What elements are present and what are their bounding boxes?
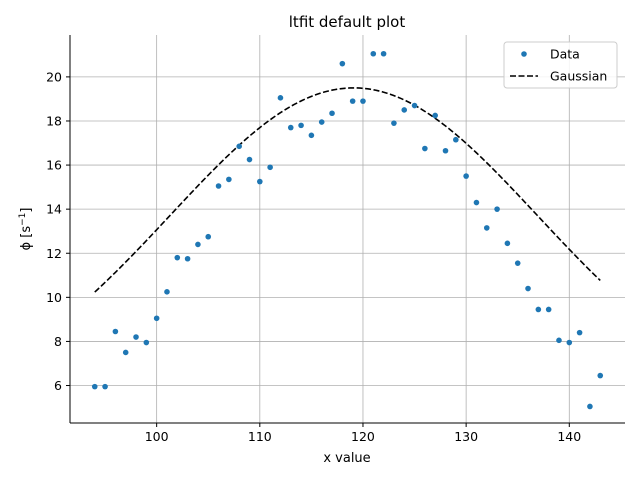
data-point	[215, 183, 222, 189]
data-point	[504, 240, 511, 247]
data-point	[318, 119, 325, 125]
y-tick-label: 12	[46, 246, 62, 261]
data-point	[205, 233, 212, 240]
x-tick-label: 130	[454, 429, 478, 444]
y-axis-label-close: ]	[19, 208, 34, 213]
data-point	[401, 107, 408, 113]
data-point	[298, 122, 304, 129]
data-point	[133, 334, 139, 340]
data-point	[174, 254, 181, 261]
data-point	[432, 112, 438, 119]
fit-layer	[94, 87, 601, 293]
data-point	[525, 285, 531, 292]
data-point	[339, 60, 346, 67]
data-point	[349, 98, 356, 104]
data-point	[576, 329, 583, 336]
y-tick-label: 14	[46, 202, 62, 217]
chart-title: ltfit default plot	[289, 13, 406, 31]
x-tick-label: 120	[351, 429, 375, 444]
data-point	[257, 178, 263, 185]
y-axis-label: ϕ [s−1]	[18, 208, 34, 251]
data-point	[236, 143, 242, 150]
x-tick-label: 100	[145, 429, 169, 444]
y-tick-label: 6	[54, 378, 62, 393]
y-axis-label-sup: −1	[18, 213, 28, 226]
y-tick-label: 20	[46, 69, 62, 84]
data-point	[545, 306, 552, 313]
data-point	[370, 50, 377, 57]
data-point	[329, 110, 335, 117]
data-point	[184, 255, 191, 262]
data-point	[195, 241, 201, 248]
y-tick-label: 18	[46, 113, 62, 128]
legend-gaussian-label: Gaussian	[550, 69, 607, 84]
data-point	[514, 260, 521, 266]
legend-data-marker	[521, 51, 527, 57]
data-point	[112, 328, 119, 335]
x-tick-label: 140	[557, 429, 581, 444]
data-point	[391, 120, 397, 126]
legend: Data Gaussian	[503, 41, 618, 89]
data-point	[483, 225, 490, 231]
data-point	[164, 289, 170, 295]
x-tick-label: 110	[248, 429, 272, 444]
gaussian-fit-line	[94, 87, 601, 293]
data-point	[463, 173, 469, 179]
axes	[69, 35, 625, 424]
y-axis-label-main: ϕ [s	[19, 226, 34, 251]
data-point	[597, 372, 604, 379]
data-point	[122, 349, 129, 356]
data-point	[535, 306, 542, 313]
data-point	[566, 339, 573, 346]
data-point	[587, 403, 593, 410]
data-point	[102, 383, 108, 390]
data-point	[153, 315, 160, 322]
legend-data-label: Data	[550, 47, 580, 62]
data-point	[308, 132, 315, 139]
data-point	[380, 50, 387, 57]
data-point	[494, 206, 500, 212]
data-point	[143, 339, 150, 346]
data-point	[226, 176, 232, 183]
data-point	[91, 383, 98, 390]
data-point	[246, 156, 253, 163]
data-point	[287, 124, 294, 131]
data-point	[277, 95, 284, 101]
data-point	[411, 102, 418, 109]
data-point	[442, 147, 449, 154]
data-point	[473, 199, 480, 206]
y-tick-label: 8	[54, 334, 62, 349]
y-tick-label: 10	[46, 290, 62, 305]
y-tick-label: 16	[46, 158, 62, 173]
data-point	[267, 164, 273, 171]
points-layer	[91, 50, 604, 410]
data-point	[360, 98, 366, 104]
data-point	[422, 145, 428, 152]
ticks: 100 110 120 130 140 6 8 10 12 14 16 18 20	[46, 69, 581, 444]
data-point	[556, 337, 562, 344]
data-point	[453, 136, 459, 143]
x-axis-label: x value	[323, 451, 370, 466]
